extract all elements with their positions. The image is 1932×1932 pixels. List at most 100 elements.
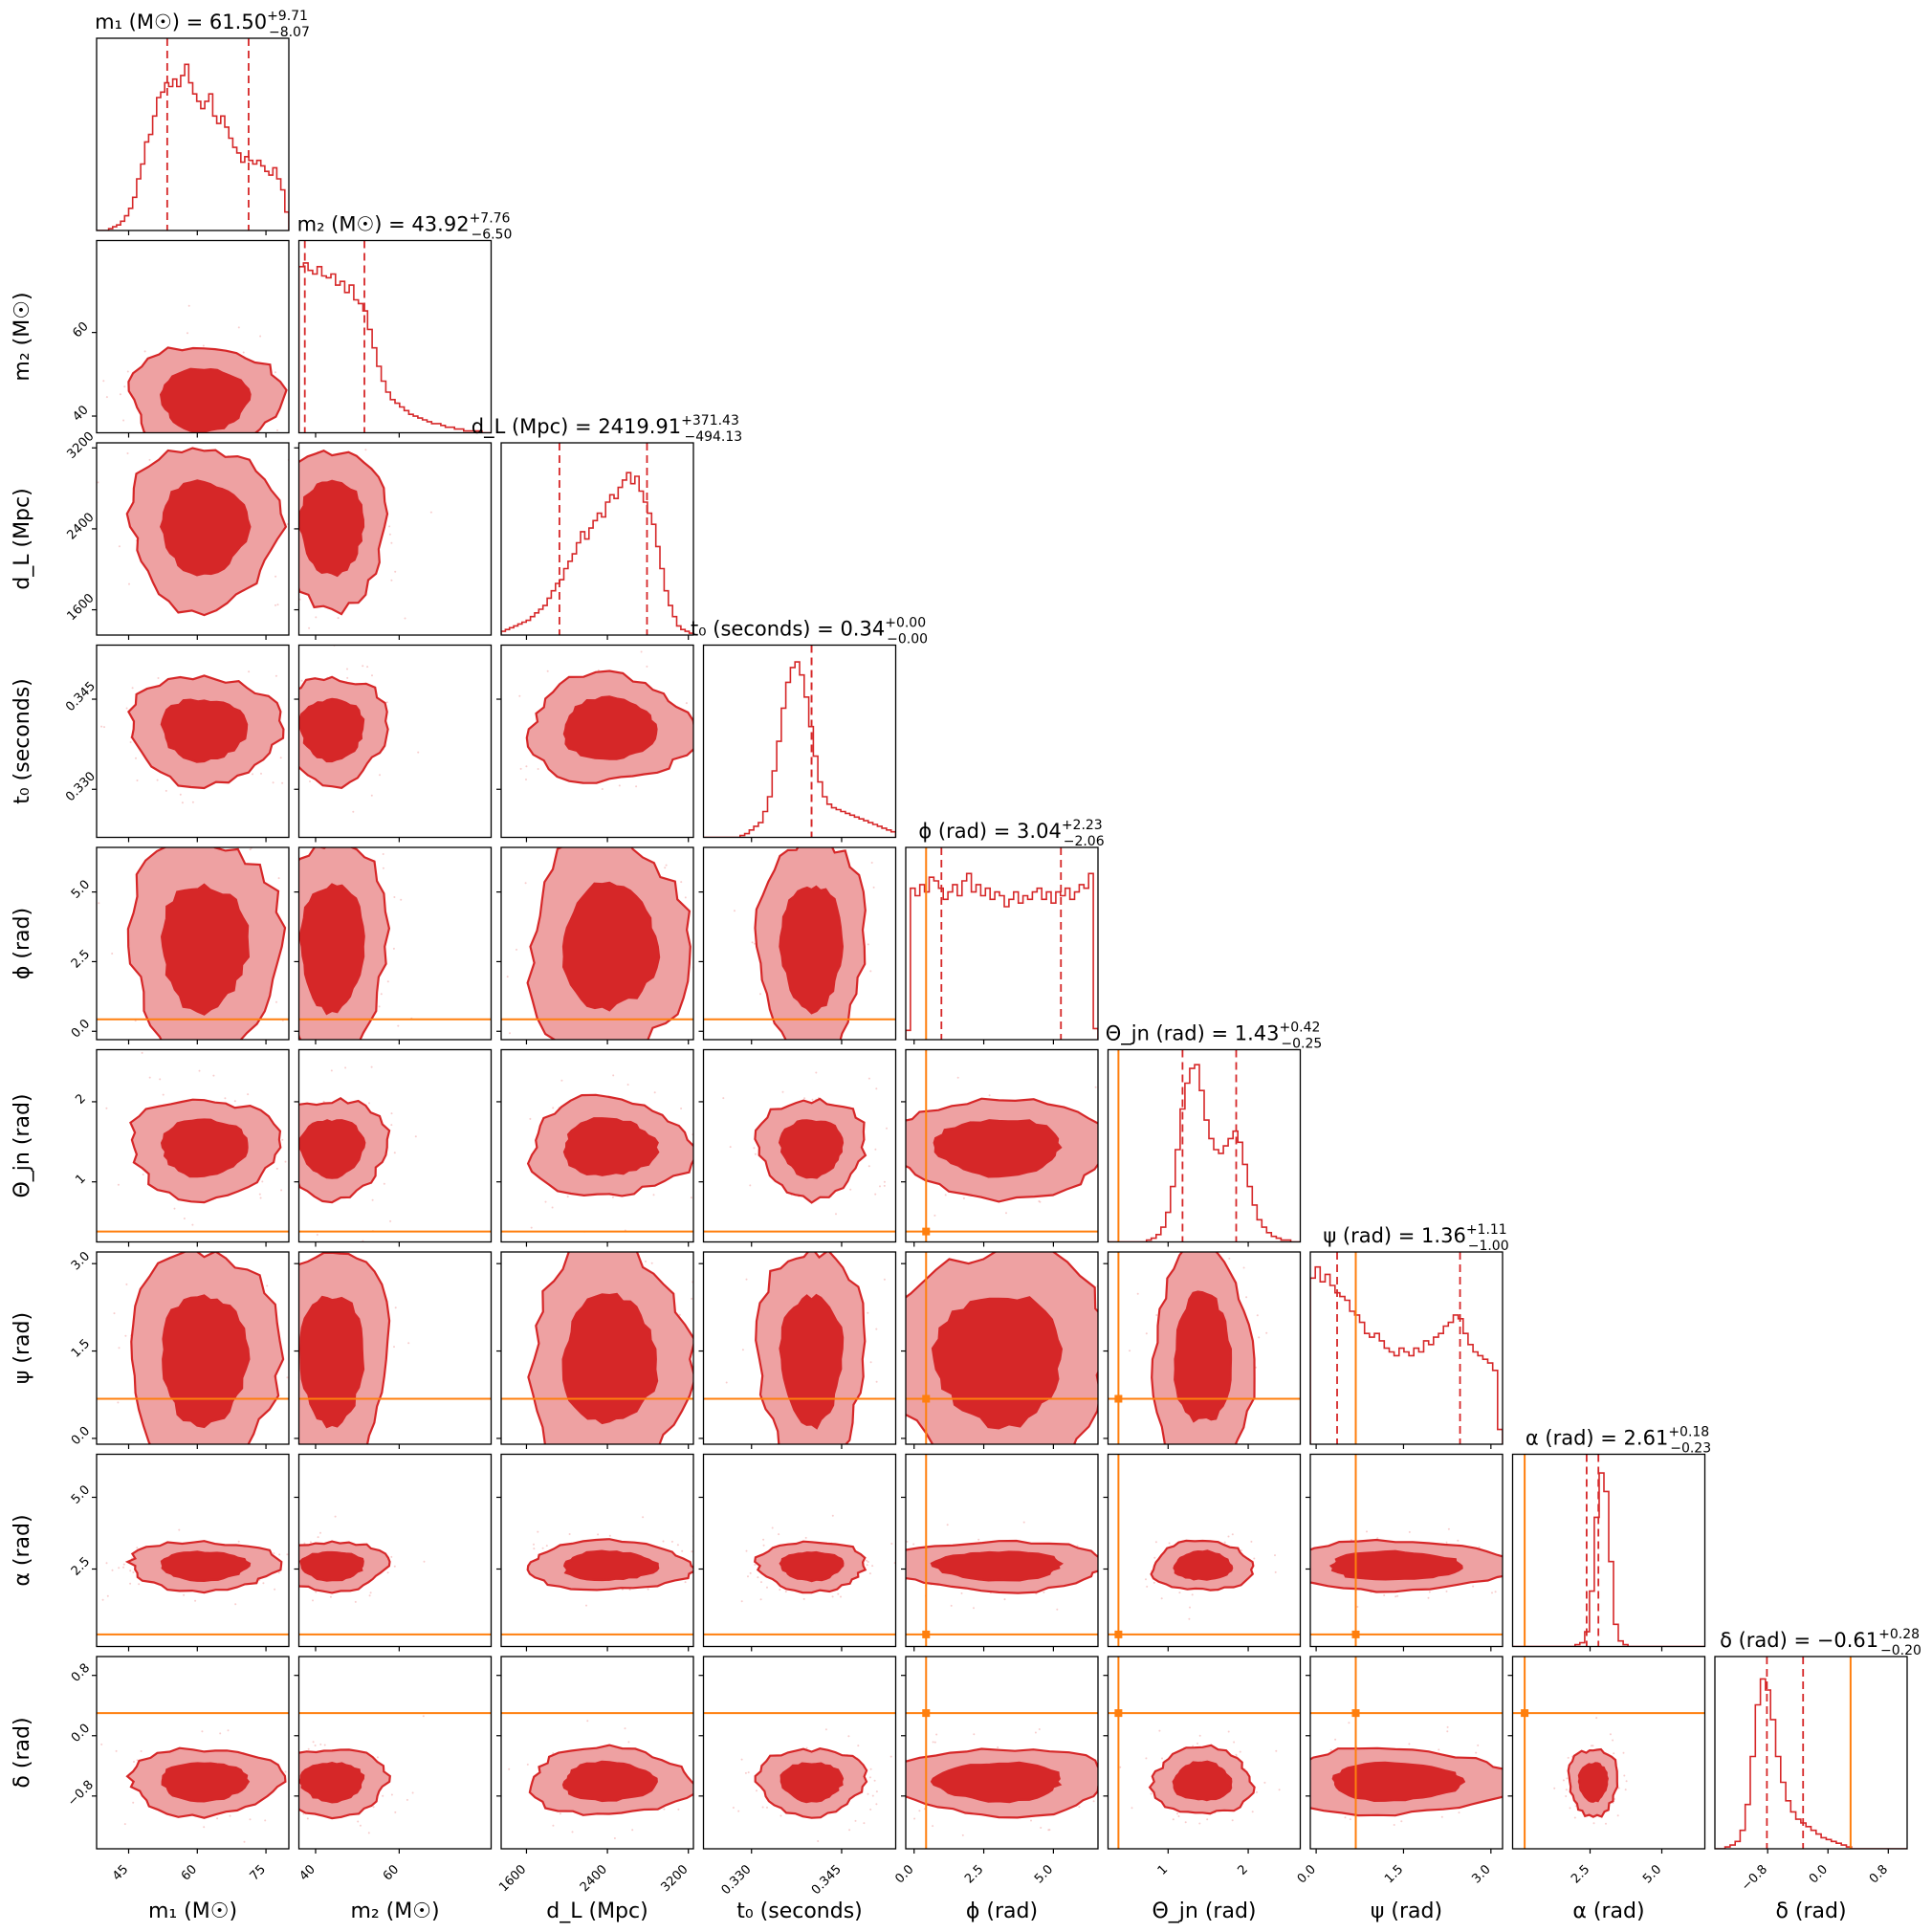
sample-dot [923, 1492, 925, 1494]
sample-dot [868, 1161, 870, 1163]
sample-dot [1457, 1539, 1460, 1542]
sample-dot [1592, 1745, 1594, 1747]
panel-content [501, 812, 693, 1040]
sample-dot [319, 1743, 322, 1745]
sample-dot [867, 1077, 870, 1080]
panel-frame [96, 644, 290, 839]
panel-frame [1107, 1453, 1302, 1648]
sample-dot [354, 1600, 357, 1603]
y-axis-label-theta_jn: Θ_jn (rad) [11, 1093, 34, 1197]
sample-dot [454, 1579, 456, 1581]
panel-content [1108, 1252, 1301, 1444]
sample-dot [1348, 1722, 1350, 1724]
sample-dot [382, 867, 384, 869]
sample-dot [300, 679, 303, 682]
sample-dot [628, 1589, 631, 1591]
panel-title-m2: m₂ (M☉) = 43.92+7.76 −6.50 [297, 211, 513, 243]
sample-dot [1034, 1731, 1037, 1734]
panel-title-phi: ϕ (rad) = 3.04+2.23 −2.06 [918, 818, 1104, 849]
y-axis-label-delta: δ (rad) [11, 1717, 34, 1788]
sample-dot [1350, 1539, 1352, 1542]
sample-dot [296, 722, 297, 724]
sample-dot [105, 1107, 108, 1109]
sample-dot [516, 948, 517, 951]
sample-dot [144, 828, 146, 830]
sample-dot [183, 1218, 186, 1219]
sample-dot [863, 1822, 866, 1825]
sample-dot [741, 1349, 744, 1351]
sample-dot [854, 1819, 857, 1822]
sample-dot [869, 1361, 872, 1364]
sample-dot [332, 410, 334, 412]
sample-dot [235, 453, 237, 455]
sample-dot [243, 648, 245, 649]
sample-dot [700, 714, 702, 715]
panel-theta_jn-t0 [698, 1048, 897, 1247]
panel-phi-m2 [294, 846, 493, 1044]
sample-dot [1522, 1794, 1524, 1796]
sample-dot [881, 1770, 883, 1772]
sample-dot [143, 350, 146, 353]
sample-dot [280, 1189, 283, 1192]
sample-dot [552, 1107, 555, 1109]
sample-dot [202, 344, 205, 347]
sample-dot [615, 812, 617, 814]
contour-inner [160, 698, 249, 763]
histogram-dL [501, 472, 693, 635]
sample-dot [337, 617, 340, 620]
sample-dot [781, 1090, 784, 1093]
panel-content [298, 1065, 492, 1242]
sample-dot [390, 1124, 393, 1127]
sample-dot [822, 1473, 823, 1475]
sample-dot [1129, 1350, 1131, 1352]
title-minus: −2.06 [1064, 834, 1105, 849]
sample-dot [650, 1262, 653, 1264]
sample-dot [156, 779, 159, 781]
sample-dot [264, 445, 266, 447]
sample-dot [868, 1572, 871, 1575]
sample-dot [266, 1284, 269, 1287]
sample-dot [529, 1182, 531, 1184]
sample-dot [1532, 1560, 1534, 1562]
title-minus: −0.25 [1281, 1037, 1322, 1052]
panel-frame [500, 1048, 694, 1243]
sample-dot [871, 1565, 874, 1568]
sample-dot [113, 1312, 116, 1315]
sample-dot [1438, 1748, 1440, 1751]
sample-dot [506, 976, 509, 978]
sample-dot [148, 1076, 151, 1079]
sample-dot [124, 1334, 127, 1337]
sample-dot [340, 648, 342, 650]
sample-dot [933, 1214, 936, 1217]
sample-dot [291, 1582, 293, 1584]
truth-marker [1351, 1709, 1360, 1718]
sample-dot [1383, 1594, 1386, 1596]
sample-dot [1297, 1794, 1299, 1796]
sample-dot [199, 1080, 201, 1082]
sample-dot [309, 1541, 312, 1544]
sample-dot [269, 593, 271, 595]
y-tick-label: 0.8 [69, 1661, 93, 1685]
sample-dot [960, 1592, 963, 1594]
sample-dot [640, 650, 643, 653]
sample-dot [875, 1087, 878, 1090]
sample-dot [229, 1814, 231, 1817]
sample-dot [280, 1395, 282, 1397]
sample-dot [1261, 1772, 1262, 1774]
sample-dot [91, 582, 93, 584]
sample-dot [1269, 1774, 1271, 1776]
sample-dot [798, 1448, 800, 1450]
panel-frame [1107, 1251, 1302, 1445]
panel-frame [297, 239, 493, 434]
sample-dot [1614, 1574, 1616, 1576]
sample-dot [122, 1566, 124, 1569]
panel-content [906, 847, 1098, 1040]
sample-dot [874, 1148, 877, 1151]
sample-dot [1520, 1798, 1522, 1800]
title-name: m₂ (M☉) = 43.92 [297, 213, 470, 236]
y-tick-label: 2400 [65, 510, 98, 542]
sample-dot [625, 1240, 626, 1241]
sample-dot [406, 1798, 408, 1801]
contour-inner [562, 1549, 660, 1582]
